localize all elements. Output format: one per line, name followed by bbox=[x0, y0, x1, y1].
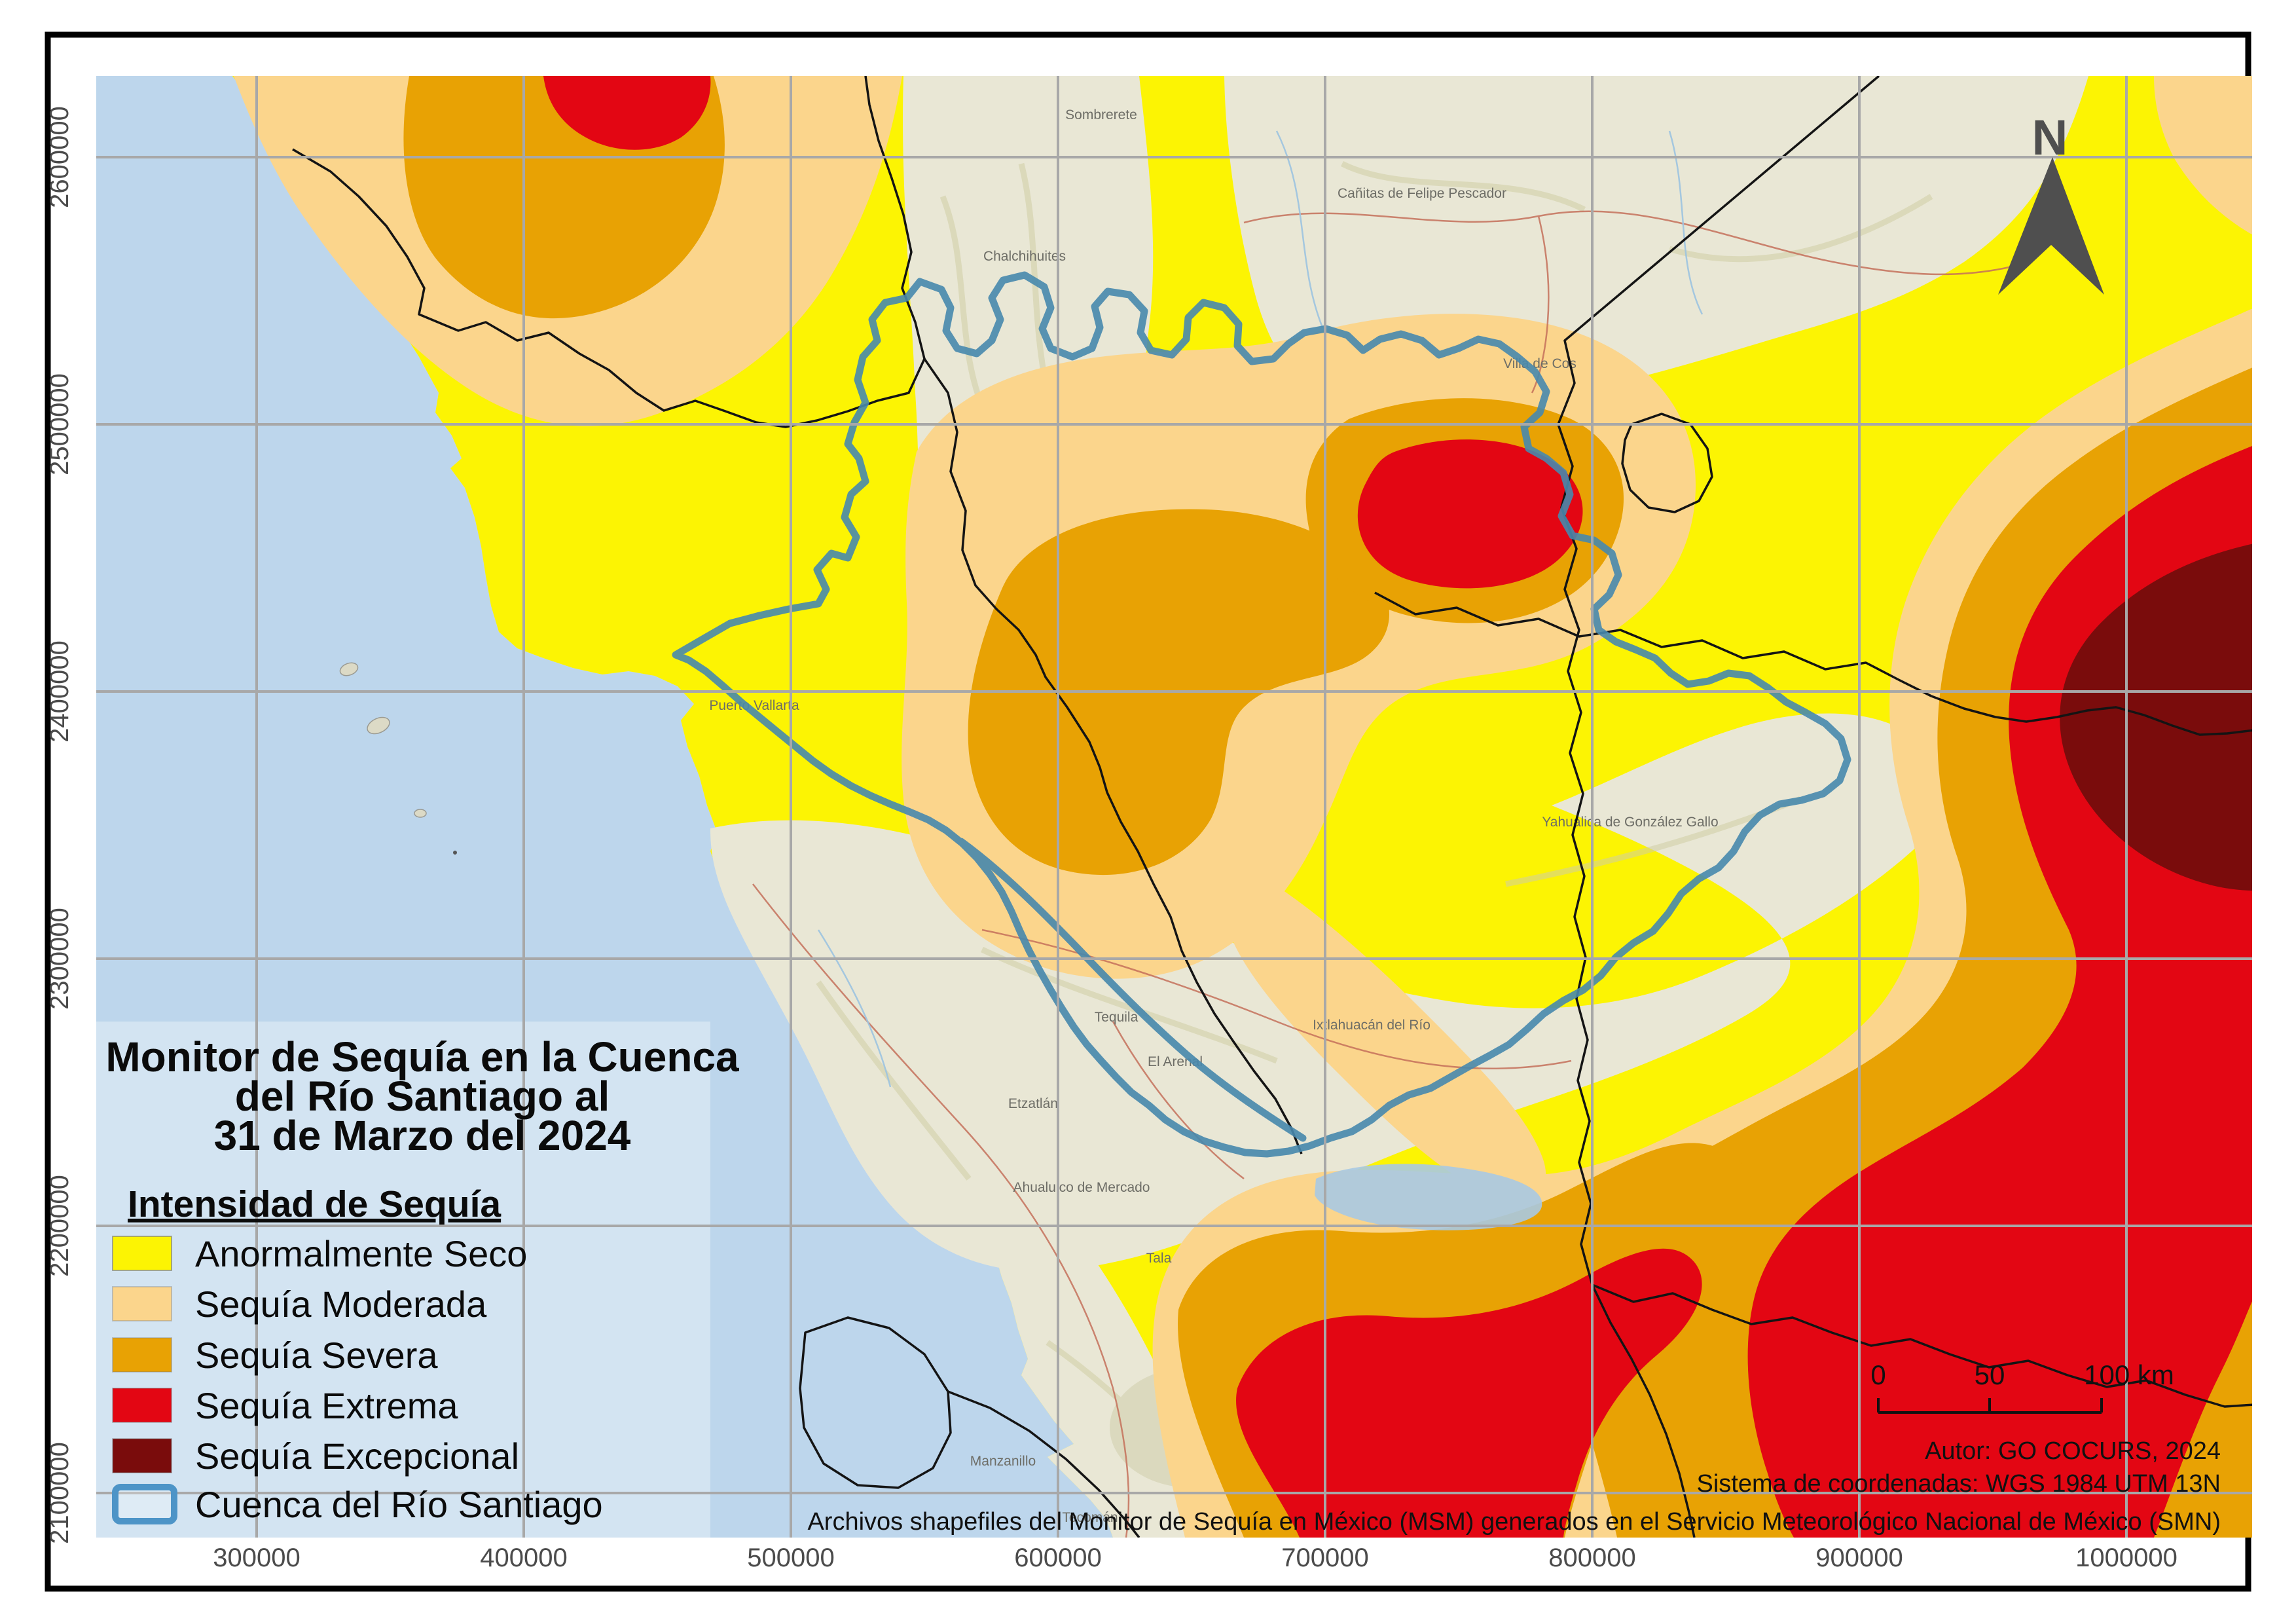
city-label: Ahualulco de Mercado bbox=[1013, 1180, 1150, 1195]
legend-label: Anormalmente Seco bbox=[195, 1233, 527, 1274]
legend-swatch-sequia-moderada bbox=[112, 1286, 172, 1321]
x-tick: 500000 bbox=[747, 1543, 834, 1572]
legend-swatch-cuenca bbox=[112, 1484, 177, 1524]
state-boundaries bbox=[292, 76, 2252, 1538]
north-arrow-icon bbox=[1998, 157, 2104, 295]
island-maria-2 bbox=[367, 716, 390, 735]
credit-crs: Sistema de coordenadas: WGS 1984 UTM 13N bbox=[1697, 1470, 2221, 1498]
city-label: Tecomán bbox=[1062, 1510, 1118, 1525]
credit-source: Archivos shapefiles del Monitor de Sequí… bbox=[807, 1508, 2221, 1536]
north-arrow: N bbox=[1998, 110, 2104, 295]
extreme-topleft bbox=[543, 76, 711, 150]
y-tick: 2500000 bbox=[45, 373, 74, 475]
legend-label: Sequía Extrema bbox=[195, 1385, 458, 1426]
scale-label-0: 0 bbox=[1870, 1359, 1886, 1390]
legend-label: Sequía Moderada bbox=[195, 1283, 487, 1325]
island-maria-1 bbox=[339, 662, 359, 676]
city-label: Manzanillo bbox=[970, 1454, 1036, 1469]
y-tick: 2400000 bbox=[45, 640, 74, 743]
city-label: Cañitas de Felipe Pescador bbox=[1338, 186, 1506, 201]
north-label: N bbox=[2032, 110, 2068, 166]
map-canvas: Tequila El Arenal Tala Etzatlán Ahualulc… bbox=[96, 76, 2252, 1538]
islet-dot bbox=[453, 851, 457, 855]
legend-label: Cuenca del Río Santiago bbox=[195, 1484, 603, 1525]
y-tick: 2300000 bbox=[45, 908, 74, 1010]
scale-bar bbox=[1877, 1398, 2103, 1414]
y-tick: 2200000 bbox=[45, 1175, 74, 1277]
city-label: Puerto Vallarta bbox=[709, 698, 799, 713]
city-label: Chalchihuites bbox=[983, 249, 1066, 264]
map-title: Monitor de Sequía en la Cuenca del Río S… bbox=[105, 1033, 739, 1159]
scale-label-50: 50 bbox=[1975, 1359, 2005, 1390]
legend-panel bbox=[96, 1022, 710, 1538]
basin-outline bbox=[672, 271, 1851, 1158]
city-label: Etzatlán bbox=[1008, 1096, 1058, 1111]
legend-label: Sequía Severa bbox=[195, 1335, 438, 1376]
exceptional-east bbox=[2060, 544, 2252, 891]
x-tick: 400000 bbox=[480, 1543, 567, 1572]
x-tick: 300000 bbox=[213, 1543, 300, 1572]
legend-label: Sequía Excepcional bbox=[195, 1435, 519, 1477]
title-line-1: Monitor de Sequía en la Cuenca bbox=[105, 1033, 739, 1080]
x-tick: 1000000 bbox=[2075, 1543, 2178, 1572]
x-tick: 800000 bbox=[1548, 1543, 1635, 1572]
moderate-ne-corner bbox=[2154, 76, 2252, 235]
x-tick: 600000 bbox=[1014, 1543, 1101, 1572]
y-tick: 2600000 bbox=[45, 106, 74, 208]
legend-swatch-anormalmente-seco bbox=[112, 1236, 172, 1271]
title-line-3: 31 de Marzo del 2024 bbox=[214, 1112, 631, 1159]
y-tick: 2100000 bbox=[45, 1442, 74, 1544]
lake-chapala bbox=[1315, 1164, 1542, 1230]
legend: Intensidad de Sequía Anormalmente Seco S… bbox=[112, 1183, 603, 1525]
city-label: Sombrerete bbox=[1065, 107, 1137, 122]
legend-header: Intensidad de Sequía bbox=[128, 1183, 501, 1225]
city-label: Yahualica de González Gallo bbox=[1542, 815, 1718, 830]
legend-swatch-sequia-severa bbox=[112, 1337, 172, 1373]
extreme-central bbox=[1357, 439, 1583, 589]
extreme-bottom-center bbox=[1236, 1248, 1702, 1538]
title-line-2: del Río Santiago al bbox=[235, 1073, 610, 1120]
island-maria-3 bbox=[414, 809, 427, 818]
legend-swatch-sequia-excepcional bbox=[112, 1438, 172, 1473]
rio-santiago-river bbox=[957, 838, 1307, 1142]
city-label: Tequila bbox=[1095, 1010, 1139, 1025]
credit-author: Autor: GO COCURS, 2024 bbox=[1925, 1437, 2221, 1465]
city-label: Tala bbox=[1146, 1251, 1172, 1266]
scale-label-100km: 100 km bbox=[2084, 1359, 2174, 1390]
city-label: Ixtlahuacán del Río bbox=[1313, 1018, 1430, 1033]
hill-shading bbox=[816, 160, 1933, 1495]
x-tick: 900000 bbox=[1815, 1543, 1903, 1572]
y-axis-labels: 2600000 2500000 2400000 2300000 2200000 … bbox=[45, 106, 74, 1544]
x-axis-labels: 300000 400000 500000 600000 700000 80000… bbox=[213, 1543, 2178, 1572]
x-tick: 700000 bbox=[1281, 1543, 1368, 1572]
graticule-grid bbox=[96, 76, 2252, 1538]
legend-swatch-sequia-extrema bbox=[112, 1388, 172, 1423]
roads bbox=[752, 210, 2030, 1538]
